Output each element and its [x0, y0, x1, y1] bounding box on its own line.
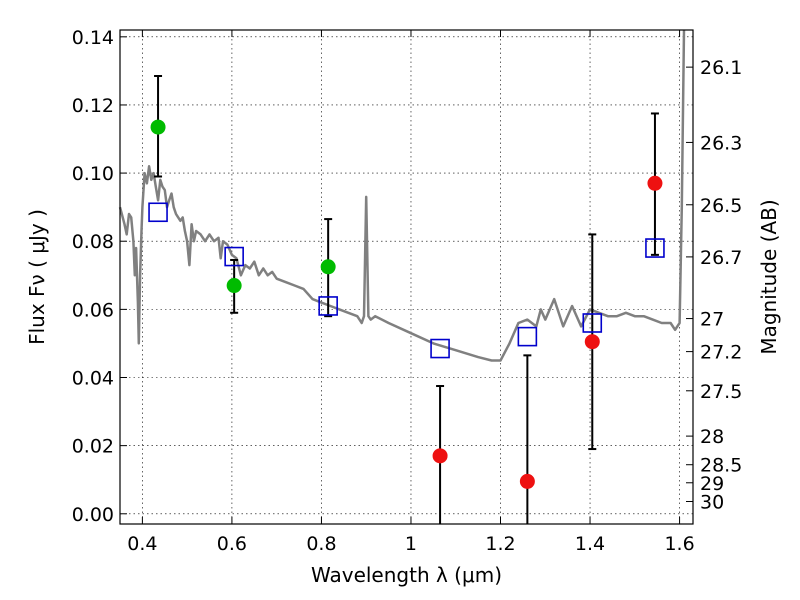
- y-tick-label: 0.12: [72, 95, 114, 117]
- right-tick-label: 30: [700, 492, 724, 514]
- observed-point: [519, 473, 535, 489]
- x-tick-label: 1.4: [575, 533, 605, 555]
- model-square-point: [517, 326, 538, 347]
- right-tick-label: 27: [700, 309, 724, 331]
- y-tick-label: 0.04: [72, 368, 114, 390]
- y-tick-label: 0.10: [72, 163, 114, 185]
- observed-point: [647, 175, 663, 191]
- y-axis-label: Flux Fν ( μJy ): [25, 209, 49, 345]
- right-tick-label: 27.5: [700, 381, 742, 403]
- y-tick-label: 0.14: [72, 27, 114, 49]
- x-tick-label: 0.6: [217, 533, 247, 555]
- y-ticks: 0.00 0.02 0.04 0.06 0.08 0.10 0.12 0.14: [72, 27, 127, 526]
- x-tick-label: 0.4: [127, 533, 157, 555]
- x-tick-label: 1.6: [664, 533, 694, 555]
- observed-point: [150, 119, 166, 135]
- observed-point-layer: [150, 119, 663, 489]
- right-tick-label: 26.5: [700, 195, 742, 217]
- observed-point: [432, 448, 448, 464]
- observed-point: [584, 334, 600, 350]
- x-ticks: 0.4 0.6 0.8 1 1.2 1.4 1.6: [127, 30, 695, 555]
- spectrum-layer: [118, 29, 686, 362]
- right-tick-label: 29: [700, 473, 724, 495]
- y-tick-label: 0.08: [72, 231, 114, 253]
- model-square-point: [582, 313, 603, 333]
- y-tick-label: 0.00: [72, 504, 114, 526]
- right-axis-label: Magnitude (AB): [757, 199, 781, 354]
- x-axis-label: Wavelength λ (μm): [311, 563, 502, 587]
- model-square-point: [430, 338, 450, 359]
- observed-point: [320, 259, 336, 275]
- y-tick-label: 0.02: [72, 436, 114, 458]
- model-square-point: [224, 246, 244, 267]
- observed-point: [226, 278, 242, 294]
- x-tick-label: 0.8: [306, 533, 336, 555]
- model-square-point: [148, 202, 168, 223]
- right-tick-label: 28.5: [700, 455, 742, 477]
- spectrum-line: [118, 29, 686, 362]
- model-square-point: [645, 238, 665, 258]
- right-tick-label: 27.2: [700, 342, 742, 364]
- model-square-point: [318, 296, 338, 316]
- x-tick-label: 1: [405, 533, 417, 555]
- model-square-layer: [148, 202, 665, 359]
- right-tick-label: 28: [700, 426, 724, 448]
- x-tick-label: 1.2: [485, 533, 515, 555]
- errorbar-layer: [154, 74, 659, 524]
- right-tick-label: 26.3: [700, 132, 742, 154]
- grid: [120, 30, 693, 524]
- y-tick-label: 0.06: [72, 299, 114, 321]
- plot-frame: [119, 29, 694, 525]
- right-tick-label: 26.1: [700, 57, 742, 79]
- right-tick-label: 26.7: [700, 247, 742, 269]
